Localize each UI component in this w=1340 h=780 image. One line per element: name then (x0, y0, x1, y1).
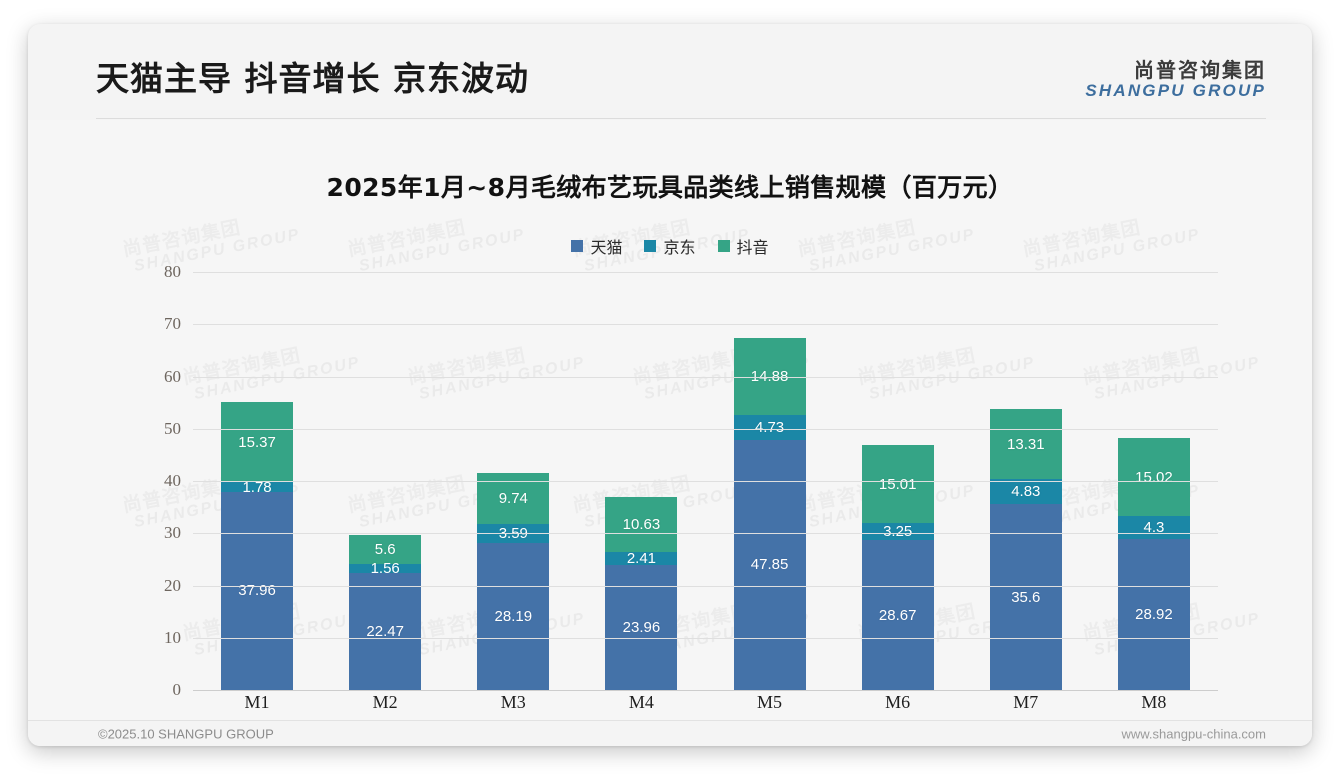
legend-item-0[interactable]: 天猫 (571, 234, 622, 258)
bar-value-label: 4.3 (1143, 519, 1165, 537)
y-axis-tick-label: 10 (164, 627, 181, 647)
bar-value-label: 23.96 (622, 618, 661, 636)
slide-footer: ©2025.10 SHANGPU GROUP www.shangpu-china… (28, 720, 1312, 746)
gridline (193, 376, 1218, 378)
footer-website: www.shangpu-china.com (1121, 726, 1266, 741)
legend-swatch-icon (717, 240, 730, 252)
bar-value-label: 14.88 (750, 367, 789, 385)
bar-value-label: 15.37 (238, 433, 276, 451)
bar-value-label: 3.25 (883, 523, 913, 541)
logo-chinese-text: 尚普咨询集团 (1134, 58, 1266, 82)
x-axis-tick-label: M8 (1141, 692, 1167, 712)
bar-segment[interactable]: 22.47 (349, 572, 422, 690)
company-logo: 尚普咨询集团 SHANGPU GROUP (1085, 58, 1266, 101)
chart-legend: 天猫 京东 抖音 (28, 234, 1312, 258)
bar-segment[interactable]: 4.73 (733, 415, 806, 440)
y-axis-tick-label: 80 (164, 262, 181, 281)
plot-area: 15.37 1.78 37.96 5.6 1.56 22.47 9.74 3.59 28.19 1… (164, 262, 1218, 699)
y-axis-tick-label: 50 (164, 418, 181, 438)
bar-segment[interactable]: 28.67 (861, 540, 934, 690)
gridline (193, 637, 1218, 639)
bar-segment[interactable]: 2.41 (605, 550, 678, 568)
bar-value-label: 47.85 (750, 556, 789, 574)
legend-label: 京东 (663, 238, 696, 257)
gridline (193, 690, 1218, 691)
y-axis-tick-label: 0 (172, 680, 182, 699)
x-axis-labels: M1 M2 M3 M4 M5 M6 M7 M8 (193, 692, 1218, 726)
x-axis-tick-label: M7 (1013, 692, 1039, 712)
x-axis-tick-label: M6 (885, 692, 911, 712)
bar-segment[interactable]: 3.25 (861, 523, 934, 541)
bar-segment[interactable]: 47.85 (733, 439, 806, 690)
bar-segment[interactable]: 10.63 (605, 496, 678, 553)
bar-value-label: 1.78 (242, 478, 272, 496)
page-title: 天猫主导 抖音增长 京东波动 (96, 59, 529, 98)
bar-value-label: 13.31 (1007, 435, 1045, 453)
bar-value-label: 9.74 (498, 490, 528, 508)
bar-value-label: 15.02 (1135, 468, 1173, 486)
bar-segment[interactable]: 15.02 (1117, 437, 1190, 517)
bar-segment[interactable]: 1.56 (349, 560, 422, 577)
bar-segment[interactable]: 37.96 (221, 491, 294, 690)
footer-copyright: ©2025.10 SHANGPU GROUP (98, 726, 274, 741)
bar-segment[interactable]: 28.92 (1117, 538, 1190, 690)
bar-value-label: 28.92 (1135, 605, 1173, 623)
legend-swatch-icon (571, 240, 584, 252)
gridline (193, 481, 1218, 482)
bar-value-label: 28.19 (494, 607, 533, 625)
legend-label: 抖音 (736, 238, 769, 257)
bar-value-label: 2.41 (626, 550, 657, 568)
bar-value-label: 15.01 (878, 475, 917, 493)
bar-segment[interactable]: 4.3 (1117, 516, 1190, 539)
bar-segment[interactable]: 1.78 (221, 479, 294, 496)
legend-item-2[interactable]: 抖音 (717, 234, 769, 258)
bar-group-m1[interactable]: 15.37 1.78 37.96 (221, 272, 294, 690)
legend-label: 天猫 (590, 238, 623, 257)
y-axis-tick-label: 70 (164, 314, 181, 334)
bar-group-m6[interactable]: 15.01 3.25 28.67 (861, 272, 934, 690)
bar-segment[interactable]: 4.83 (989, 478, 1062, 504)
y-axis-tick-label: 20 (164, 575, 181, 595)
gridline (193, 428, 1218, 430)
bar-value-label: 10.63 (622, 515, 661, 533)
x-axis-tick-label: M2 (372, 692, 398, 712)
bar-segment[interactable]: 5.6 (349, 535, 422, 565)
chart-title: 2025年1月~8月毛绒布艺玩具品类线上销售规模（百万元） (326, 173, 1014, 202)
x-axis-tick-label: M3 (500, 692, 526, 712)
bar-value-label: 5.6 (374, 541, 396, 559)
logo-english-text: SHANGPU GROUP (1085, 81, 1266, 101)
bar-value-label: 28.67 (878, 606, 917, 624)
gridline (193, 533, 1218, 535)
gridline (193, 272, 1218, 273)
bar-group-m2[interactable]: 5.6 1.56 22.47 (349, 272, 422, 690)
bar-segment[interactable]: 15.01 (861, 444, 934, 524)
legend-swatch-icon (644, 240, 657, 252)
bar-value-label: 4.73 (754, 419, 785, 437)
bar-group-m7[interactable]: 13.31 4.83 35.6 (989, 272, 1062, 690)
bar-segment[interactable]: 28.19 (477, 542, 550, 690)
bar-value-label: 22.47 (366, 622, 404, 640)
bar-value-label: 37.96 (238, 582, 276, 600)
x-axis-tick-label: M1 (244, 692, 270, 712)
gridline (193, 585, 1218, 587)
header-divider (96, 118, 1266, 119)
bar-value-label: 4.83 (1011, 482, 1041, 500)
bar-segment[interactable]: 15.37 (221, 402, 294, 483)
x-axis-tick-label: M4 (628, 692, 654, 712)
slide: 天猫主导 抖音增长 京东波动 尚普咨询集团 SHANGPU GROUP 尚普咨询… (28, 24, 1312, 746)
gridline (193, 324, 1218, 326)
chart-container: 尚普咨询集团 SHANGPU GROUP 尚普咨询集团 SHANGPU GROUP 尚普… (28, 120, 1312, 720)
bar-segment[interactable]: 14.88 (733, 337, 806, 416)
y-axis-tick-label: 40 (164, 471, 181, 490)
y-axis-tick-label: 60 (164, 366, 181, 386)
y-axis-tick-label: 30 (164, 523, 181, 543)
bar-segment[interactable]: 35.6 (989, 504, 1062, 690)
bar-segment[interactable]: 13.31 (989, 409, 1062, 479)
bar-segment[interactable]: 23.96 (605, 564, 678, 690)
x-axis-tick-label: M5 (757, 692, 783, 712)
bar-value-label: 35.6 (1011, 588, 1041, 606)
legend-item-1[interactable]: 京东 (644, 234, 696, 258)
slide-header: 天猫主导 抖音增长 京东波动 尚普咨询集团 SHANGPU GROUP (28, 24, 1312, 120)
